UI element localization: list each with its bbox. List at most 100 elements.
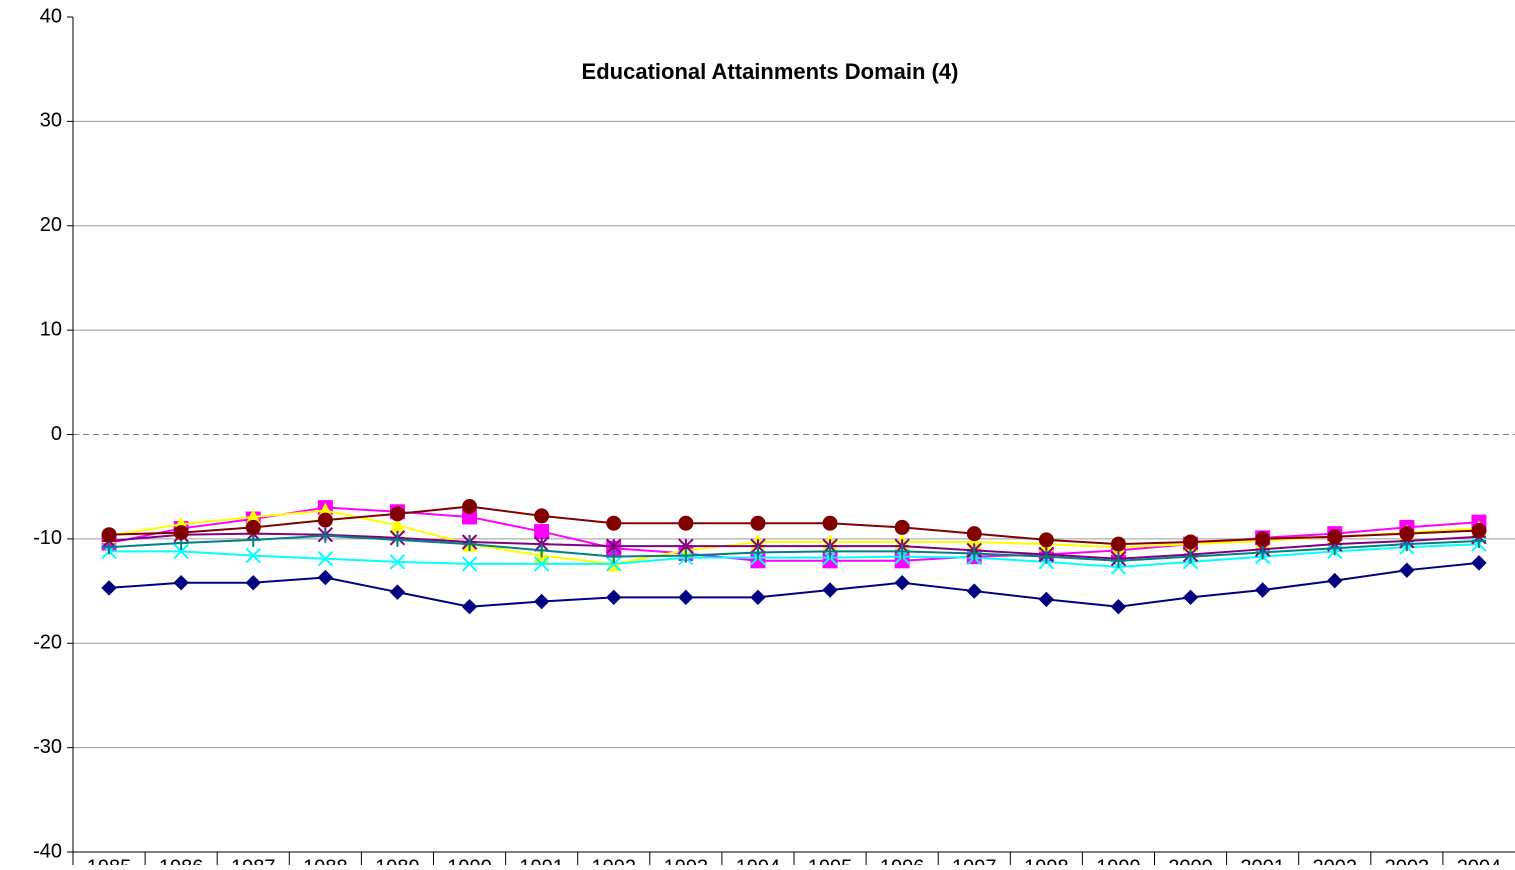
marker — [894, 575, 910, 591]
marker — [967, 546, 982, 561]
marker — [461, 556, 478, 572]
marker — [102, 540, 117, 555]
marker — [534, 543, 549, 558]
marker — [1254, 582, 1271, 598]
marker — [462, 499, 478, 515]
marker — [173, 575, 189, 591]
marker — [245, 547, 261, 564]
marker — [1038, 532, 1054, 548]
marker — [317, 550, 334, 567]
x-tick-label: 1997 — [952, 856, 997, 865]
x-tick-label: 1987 — [231, 856, 276, 865]
marker — [173, 543, 189, 560]
marker — [1327, 529, 1343, 545]
marker — [390, 532, 405, 547]
x-tick-label: 2000 — [1168, 856, 1213, 865]
x-tick-label: 2002 — [1313, 856, 1358, 865]
x-tick-label: 2004 — [1457, 856, 1502, 865]
marker — [534, 524, 550, 540]
marker — [389, 554, 406, 570]
marker — [1039, 549, 1054, 564]
marker — [461, 599, 478, 615]
marker — [318, 528, 333, 543]
y-tick-label: 10 — [40, 318, 62, 340]
series-line — [109, 543, 1479, 569]
marker — [823, 544, 838, 559]
marker — [1255, 545, 1270, 560]
x-tick-label: 1994 — [736, 856, 781, 865]
y-tick-label: 30 — [40, 110, 62, 132]
marker — [606, 589, 622, 606]
x-tick-label: 2001 — [1240, 856, 1285, 865]
x-tick-label: 1986 — [159, 856, 204, 865]
x-tick-label: 1989 — [375, 856, 420, 865]
marker — [678, 515, 694, 531]
marker — [606, 556, 622, 572]
series-line — [108, 532, 1480, 560]
marker — [822, 515, 838, 531]
marker — [1038, 591, 1055, 608]
y-tick-label: 20 — [40, 214, 62, 236]
marker — [534, 508, 550, 524]
x-tick-label: 1995 — [808, 856, 853, 865]
marker — [101, 580, 117, 596]
marker — [1399, 562, 1415, 578]
marker — [317, 569, 334, 586]
marker — [750, 545, 765, 560]
marker — [606, 515, 622, 531]
marker — [245, 519, 261, 535]
marker — [101, 527, 117, 543]
chart-title: Educational Attainments Domain (4) — [582, 59, 959, 84]
marker — [1327, 572, 1343, 589]
marker — [1110, 536, 1126, 552]
marker — [389, 506, 405, 522]
series-line — [108, 534, 1479, 562]
marker — [966, 526, 982, 542]
marker — [173, 525, 189, 541]
marker — [462, 537, 477, 552]
marker — [1110, 599, 1127, 615]
x-tick-label: 1992 — [592, 856, 637, 865]
y-tick-label: 0 — [51, 423, 62, 445]
y-tick-label: -10 — [33, 527, 62, 549]
marker — [1183, 549, 1198, 564]
series-line — [108, 509, 1480, 565]
x-tick-label: 1993 — [664, 856, 709, 865]
y-tick-label: -20 — [33, 632, 62, 654]
marker — [895, 544, 910, 559]
marker — [678, 538, 694, 554]
y-tick-label: 40 — [40, 5, 62, 27]
marker — [533, 556, 550, 572]
marker — [678, 589, 694, 606]
x-tick-label: 1999 — [1096, 856, 1141, 865]
x-tick-label: 1990 — [447, 856, 492, 865]
marker — [1471, 523, 1487, 539]
x-tick-label: 1998 — [1024, 856, 1069, 865]
y-tick-label: -40 — [33, 840, 62, 862]
series-line — [109, 505, 1479, 546]
marker — [246, 532, 261, 547]
x-tick-label: 1991 — [519, 856, 564, 865]
marker — [894, 519, 910, 535]
marker — [750, 589, 766, 606]
y-tick-label: -30 — [33, 736, 62, 758]
marker — [750, 515, 766, 531]
marker — [1255, 531, 1271, 547]
x-tick-label: 1996 — [880, 856, 925, 865]
x-tick-label: 2003 — [1385, 856, 1430, 865]
marker — [533, 593, 550, 610]
series-line — [108, 561, 1480, 608]
marker — [1182, 589, 1199, 606]
marker — [606, 538, 622, 554]
marker — [1399, 526, 1415, 542]
marker — [966, 583, 982, 599]
marker — [317, 512, 333, 528]
marker — [678, 548, 693, 563]
marker — [1471, 555, 1487, 571]
marker — [606, 549, 621, 564]
marker — [822, 582, 838, 598]
x-tick-label: 1985 — [87, 856, 132, 865]
marker — [1183, 534, 1199, 550]
marker — [1111, 553, 1126, 568]
